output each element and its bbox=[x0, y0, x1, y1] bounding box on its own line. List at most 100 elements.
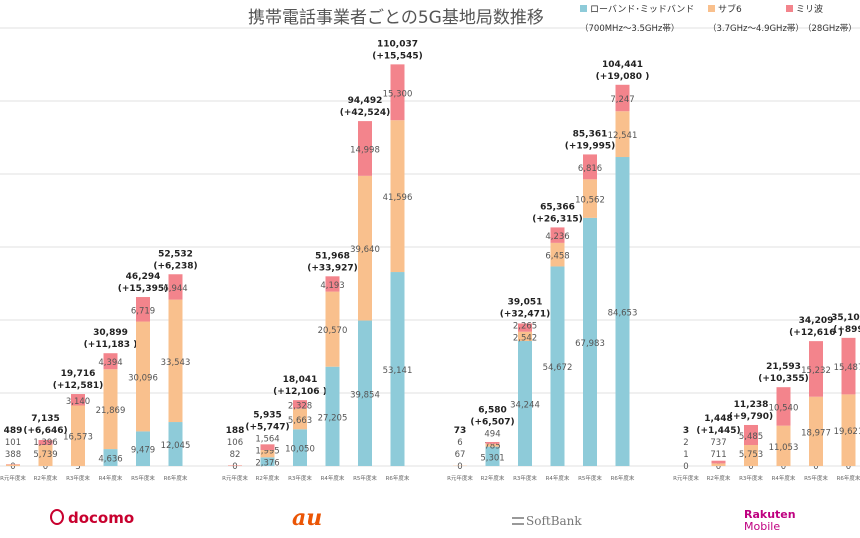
bar-segment bbox=[71, 394, 85, 406]
x-tick-label: R5年度末 bbox=[353, 474, 377, 482]
bar-segment bbox=[38, 439, 53, 446]
legend-sub: （28GHz帯） bbox=[803, 24, 857, 34]
increase-label: (+32,471) bbox=[500, 309, 551, 319]
segment-label: 4,193 bbox=[320, 281, 344, 291]
segment-label: 14,998 bbox=[350, 145, 380, 155]
legend-swatch bbox=[580, 5, 587, 12]
bar-segment bbox=[390, 120, 405, 273]
x-tick-label: R2年度末 bbox=[256, 474, 280, 482]
bar-segment bbox=[168, 422, 183, 466]
bar-segment bbox=[325, 291, 340, 367]
total-label: 85,361 bbox=[573, 129, 608, 139]
total-label: 52,532 bbox=[158, 249, 193, 259]
segment-label: 11,053 bbox=[769, 443, 799, 453]
segment-label: 21,869 bbox=[96, 406, 126, 416]
bar-segment bbox=[136, 321, 150, 432]
bar-segment bbox=[103, 369, 118, 450]
segment-label: 10,540 bbox=[769, 403, 799, 413]
bar-segment bbox=[485, 441, 500, 444]
legend-sub: （3.7GHz～4.9GHz帯） bbox=[708, 24, 804, 34]
segment-label: 5,753 bbox=[739, 450, 763, 460]
increase-label: (+12,106 ) bbox=[273, 387, 327, 397]
bar-segment bbox=[71, 405, 85, 466]
bar-segment bbox=[518, 331, 532, 342]
segment-label: 84,653 bbox=[608, 309, 638, 319]
x-tick-label: R元年度末 bbox=[673, 474, 699, 482]
bar-segment bbox=[6, 464, 20, 466]
segment-label: 12,045 bbox=[161, 441, 191, 451]
x-tick-label: R3年度末 bbox=[288, 474, 312, 482]
segment-label: 0 bbox=[232, 462, 237, 472]
bar-segment bbox=[841, 337, 856, 395]
bar-segment bbox=[325, 276, 340, 292]
total-label: 188 bbox=[226, 426, 245, 436]
segment-label: 27,205 bbox=[318, 413, 348, 423]
increase-label: (+5,747) bbox=[245, 423, 289, 433]
increase-label: (+33,927) bbox=[307, 263, 358, 273]
x-tick-label: R4年度末 bbox=[772, 474, 796, 482]
x-tick-label: R6年度末 bbox=[386, 474, 410, 482]
segment-label: 2,376 bbox=[255, 459, 279, 469]
segment-label: 1,396 bbox=[33, 438, 57, 448]
bar-segment bbox=[776, 387, 791, 426]
bar-segment bbox=[260, 450, 275, 458]
segment-label: 5,301 bbox=[480, 453, 504, 463]
increase-label: (+19,080 ) bbox=[596, 72, 650, 82]
bar-segment bbox=[711, 463, 726, 466]
bar-segment bbox=[168, 274, 183, 300]
bar-segment bbox=[103, 353, 118, 370]
segment-label: 1 bbox=[683, 450, 688, 460]
rakuten-logo: Rakuten Mobile bbox=[744, 508, 796, 533]
segment-label: 101 bbox=[5, 438, 21, 448]
segment-label: 10,050 bbox=[285, 445, 315, 455]
total-label: 3 bbox=[683, 426, 689, 436]
segment-label: 6,944 bbox=[163, 284, 187, 294]
segment-label: 4,236 bbox=[545, 232, 569, 242]
bar-segment bbox=[583, 154, 597, 180]
total-label: 65,366 bbox=[540, 202, 575, 212]
legend: ローバンド･ミッドバンド サブ6 ミリ波 （700MHz～3.5GHz帯） （3… bbox=[580, 2, 857, 34]
x-tick-label: R3年度末 bbox=[66, 474, 90, 482]
total-label: 489 bbox=[4, 426, 23, 436]
bar-segment bbox=[583, 217, 597, 466]
segment-label: 0 bbox=[716, 462, 721, 472]
bar-segment bbox=[358, 121, 372, 176]
legend-label: サブ6 bbox=[718, 5, 742, 15]
total-label: 34,209 bbox=[799, 316, 834, 326]
increase-label: (+15,545) bbox=[372, 51, 423, 61]
total-label: 73 bbox=[454, 426, 467, 436]
segment-label: 106 bbox=[227, 438, 243, 448]
total-label: 30,899 bbox=[93, 328, 128, 338]
segment-label: 41,596 bbox=[383, 193, 413, 203]
bar-segment bbox=[293, 400, 307, 409]
x-tick-label: R6年度末 bbox=[837, 474, 860, 482]
segment-label: 10,562 bbox=[575, 196, 605, 206]
increase-label: (+10,355) bbox=[758, 374, 809, 384]
segment-label: 15,232 bbox=[801, 366, 831, 376]
x-tick-label: R4年度末 bbox=[321, 474, 345, 482]
total-label: 7,135 bbox=[31, 414, 59, 424]
segment-label: 6,458 bbox=[545, 252, 569, 262]
legend-item-sub6: サブ6 bbox=[708, 2, 786, 15]
segment-label: 4,636 bbox=[98, 455, 122, 465]
total-label: 21,593 bbox=[766, 362, 801, 372]
x-tick-label: R3年度末 bbox=[739, 474, 763, 482]
segment-label: 54,672 bbox=[543, 363, 573, 373]
segment-label: 39,854 bbox=[350, 390, 380, 400]
segment-label: 3,140 bbox=[66, 397, 90, 407]
segment-label: 67,983 bbox=[575, 339, 605, 349]
segment-label: 5,485 bbox=[739, 432, 763, 442]
x-tick-label: R2年度末 bbox=[707, 474, 731, 482]
increase-label: (+6,507) bbox=[470, 417, 514, 427]
increase-label: (+12,616 ) bbox=[789, 328, 843, 338]
legend-sub: （700MHz～3.5GHz帯） bbox=[580, 24, 680, 34]
increase-label: (+19,995) bbox=[565, 141, 616, 151]
bar-segment bbox=[358, 175, 372, 321]
x-tick-label: R4年度末 bbox=[546, 474, 570, 482]
bar-segment bbox=[485, 446, 500, 466]
segment-label: 20,570 bbox=[318, 326, 348, 336]
docomo-logo: docomo bbox=[50, 509, 134, 527]
segment-label: 6,719 bbox=[131, 306, 155, 316]
bar-segment bbox=[615, 157, 630, 467]
